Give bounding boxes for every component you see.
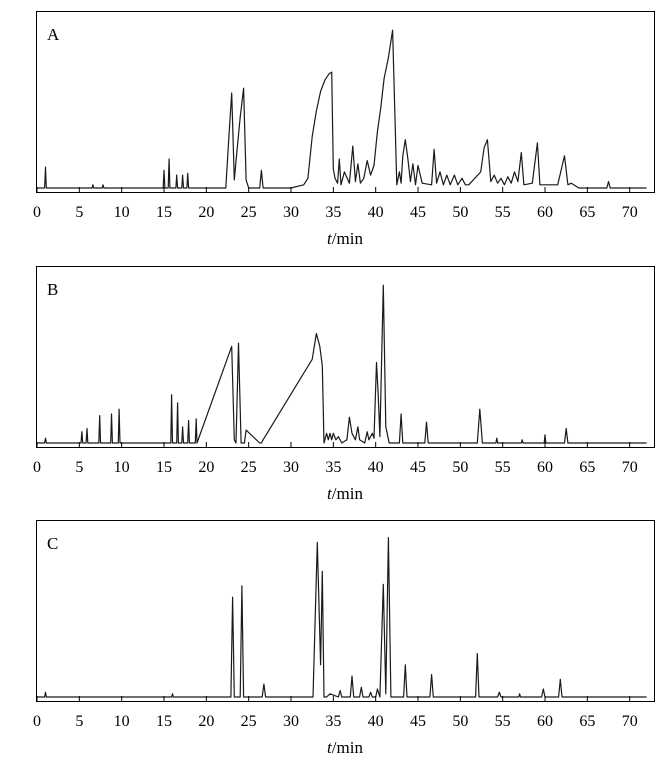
panel-b-xtick-label-60: 60 (537, 459, 553, 476)
panel-c-xtick-label-25: 25 (241, 713, 257, 730)
panel-a-xtick-label-0: 0 (33, 204, 41, 221)
panel-a-xtick-label-5: 5 (75, 204, 83, 221)
panel-c-trace (37, 537, 647, 698)
panel-b-xtick-label-55: 55 (495, 459, 511, 476)
panel-a-xtick-label-30: 30 (283, 204, 299, 221)
panel-b-xtick-label-25: 25 (241, 459, 257, 476)
panel-b-xtick-label-30: 30 (283, 459, 299, 476)
panel-a-frame (36, 11, 655, 193)
panel-c-xtick-label-60: 60 (537, 713, 553, 730)
panel-b-xtick-label-5: 5 (75, 459, 83, 476)
panel-b-xtick-label-10: 10 (114, 459, 130, 476)
panel-b-xlabel-unit: /min (332, 484, 364, 503)
panel-c-xlabel-unit: /min (332, 738, 364, 757)
panel-b-xtick-label-35: 35 (325, 459, 341, 476)
panel-a-xtick-label-40: 40 (368, 204, 384, 221)
panel-c-xtick-label-70: 70 (622, 713, 638, 730)
panel-a-xtick-label-15: 15 (156, 204, 172, 221)
panel-b-xlabel: t/min (327, 484, 363, 503)
panel-b-xlabel-variable: t (327, 484, 333, 503)
panel-a-xtick-label-35: 35 (325, 204, 341, 221)
panel-a-xtick-label-55: 55 (495, 204, 511, 221)
panel-b-xtick-label-45: 45 (410, 459, 426, 476)
panel-b-frame (36, 266, 655, 448)
panel-c-xlabel-variable: t (327, 738, 333, 757)
panel-b-xtick-label-20: 20 (198, 459, 214, 476)
panel-b-trace (37, 284, 647, 444)
panel-c-xtick-label-10: 10 (114, 713, 130, 730)
panel-b-xtick-label-15: 15 (156, 459, 172, 476)
panel-c-xtick-label-5: 5 (75, 713, 83, 730)
panel-a-xtick-label-70: 70 (622, 204, 638, 221)
panel-b-xtick-label-0: 0 (33, 459, 41, 476)
panel-a-xtick-label-20: 20 (198, 204, 214, 221)
panel-c-xtick-label-30: 30 (283, 713, 299, 730)
panel-c-xtick-label-0: 0 (33, 713, 41, 730)
panel-a-xtick-label-25: 25 (241, 204, 257, 221)
panel-a-xtick-label-45: 45 (410, 204, 426, 221)
panel-a-xtick-label-65: 65 (579, 204, 595, 221)
panel-c-xtick-label-50: 50 (452, 713, 468, 730)
panel-c-xtick-label-20: 20 (198, 713, 214, 730)
panel-a-label: A (47, 25, 60, 44)
panel-a-xlabel-variable: t (327, 229, 333, 248)
panel-b-xtick-label-50: 50 (452, 459, 468, 476)
panel-a-xtick-label-60: 60 (537, 204, 553, 221)
panel-c-xlabel: t/min (327, 738, 363, 757)
panel-c-label: C (47, 534, 58, 553)
panel-b-xtick-label-65: 65 (579, 459, 595, 476)
panel-c-frame (36, 520, 655, 702)
panel-a-xlabel: t/min (327, 229, 363, 248)
panel-a-trace (37, 29, 647, 189)
panel-a-xlabel-unit: /min (332, 229, 364, 248)
panel-b-label: B (47, 280, 58, 299)
panel-c-xtick-label-45: 45 (410, 713, 426, 730)
panel-c-xtick-label-40: 40 (368, 713, 384, 730)
panel-c-xtick-label-55: 55 (495, 713, 511, 730)
panel-b-xtick-label-40: 40 (368, 459, 384, 476)
panel-b-xtick-label-70: 70 (622, 459, 638, 476)
panel-a-xtick-label-10: 10 (114, 204, 130, 221)
panel-c-xtick-label-15: 15 (156, 713, 172, 730)
panel-c-xtick-label-35: 35 (325, 713, 341, 730)
panel-a-xtick-label-50: 50 (452, 204, 468, 221)
panel-c-xtick-label-65: 65 (579, 713, 595, 730)
